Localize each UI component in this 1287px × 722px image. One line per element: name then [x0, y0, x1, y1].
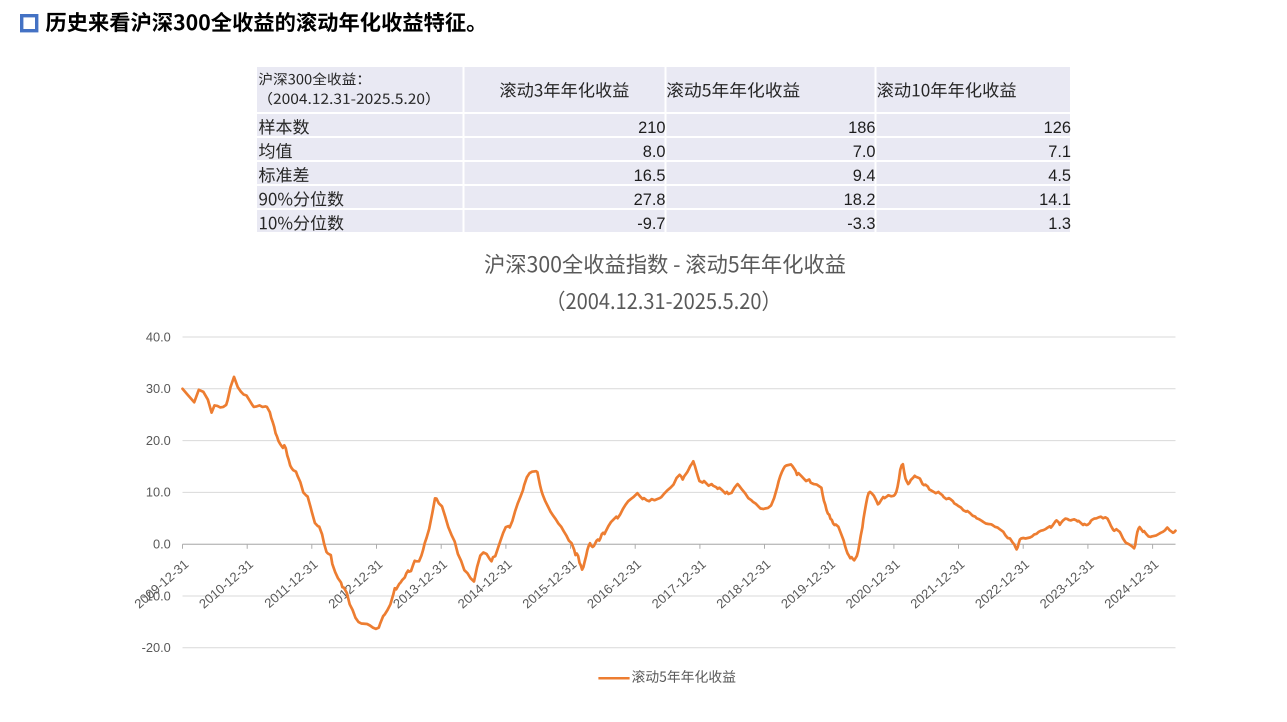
svg-text:186: 186 [848, 119, 875, 137]
svg-text:2012-12-31: 2012-12-31 [325, 556, 385, 611]
svg-text:2010-12-31: 2010-12-31 [196, 556, 256, 611]
svg-text:-9.7: -9.7 [637, 215, 665, 233]
svg-text:-20.0: -20.0 [142, 640, 171, 655]
svg-text:30.0: 30.0 [146, 381, 171, 396]
svg-text:2022-12-31: 2022-12-31 [972, 556, 1032, 611]
svg-text:2017-12-31: 2017-12-31 [649, 556, 709, 611]
svg-text:2023-12-31: 2023-12-31 [1037, 556, 1097, 611]
svg-text:2015-12-31: 2015-12-31 [519, 556, 579, 611]
svg-text:9.4: 9.4 [853, 167, 876, 185]
svg-text:40.0: 40.0 [146, 329, 171, 344]
svg-text:7.1: 7.1 [1048, 143, 1071, 161]
svg-text:2024-12-31: 2024-12-31 [1101, 556, 1161, 611]
svg-text:27.8: 27.8 [634, 191, 666, 209]
svg-text:2021-12-31: 2021-12-31 [907, 556, 967, 611]
svg-text:10.0: 10.0 [146, 485, 171, 500]
svg-text:14.1: 14.1 [1039, 191, 1071, 209]
svg-text:16.5: 16.5 [634, 167, 666, 185]
svg-text:210: 210 [638, 119, 665, 137]
svg-text:2018-12-31: 2018-12-31 [713, 556, 773, 611]
svg-text:2020-12-31: 2020-12-31 [843, 556, 903, 611]
svg-text:-10.0: -10.0 [142, 588, 171, 603]
svg-text:-3.3: -3.3 [847, 215, 875, 233]
svg-text:7.0: 7.0 [853, 143, 876, 161]
svg-text:4.5: 4.5 [1048, 167, 1071, 185]
svg-text:2016-12-31: 2016-12-31 [584, 556, 644, 611]
svg-text:2011-12-31: 2011-12-31 [261, 556, 320, 610]
svg-text:1.3: 1.3 [1048, 215, 1071, 233]
svg-text:126: 126 [1044, 119, 1071, 137]
svg-text:20.0: 20.0 [146, 433, 171, 448]
svg-text:2019-12-31: 2019-12-31 [778, 556, 838, 611]
svg-text:8.0: 8.0 [643, 143, 666, 161]
svg-text:0.0: 0.0 [153, 537, 171, 552]
svg-text:18.2: 18.2 [844, 191, 876, 209]
